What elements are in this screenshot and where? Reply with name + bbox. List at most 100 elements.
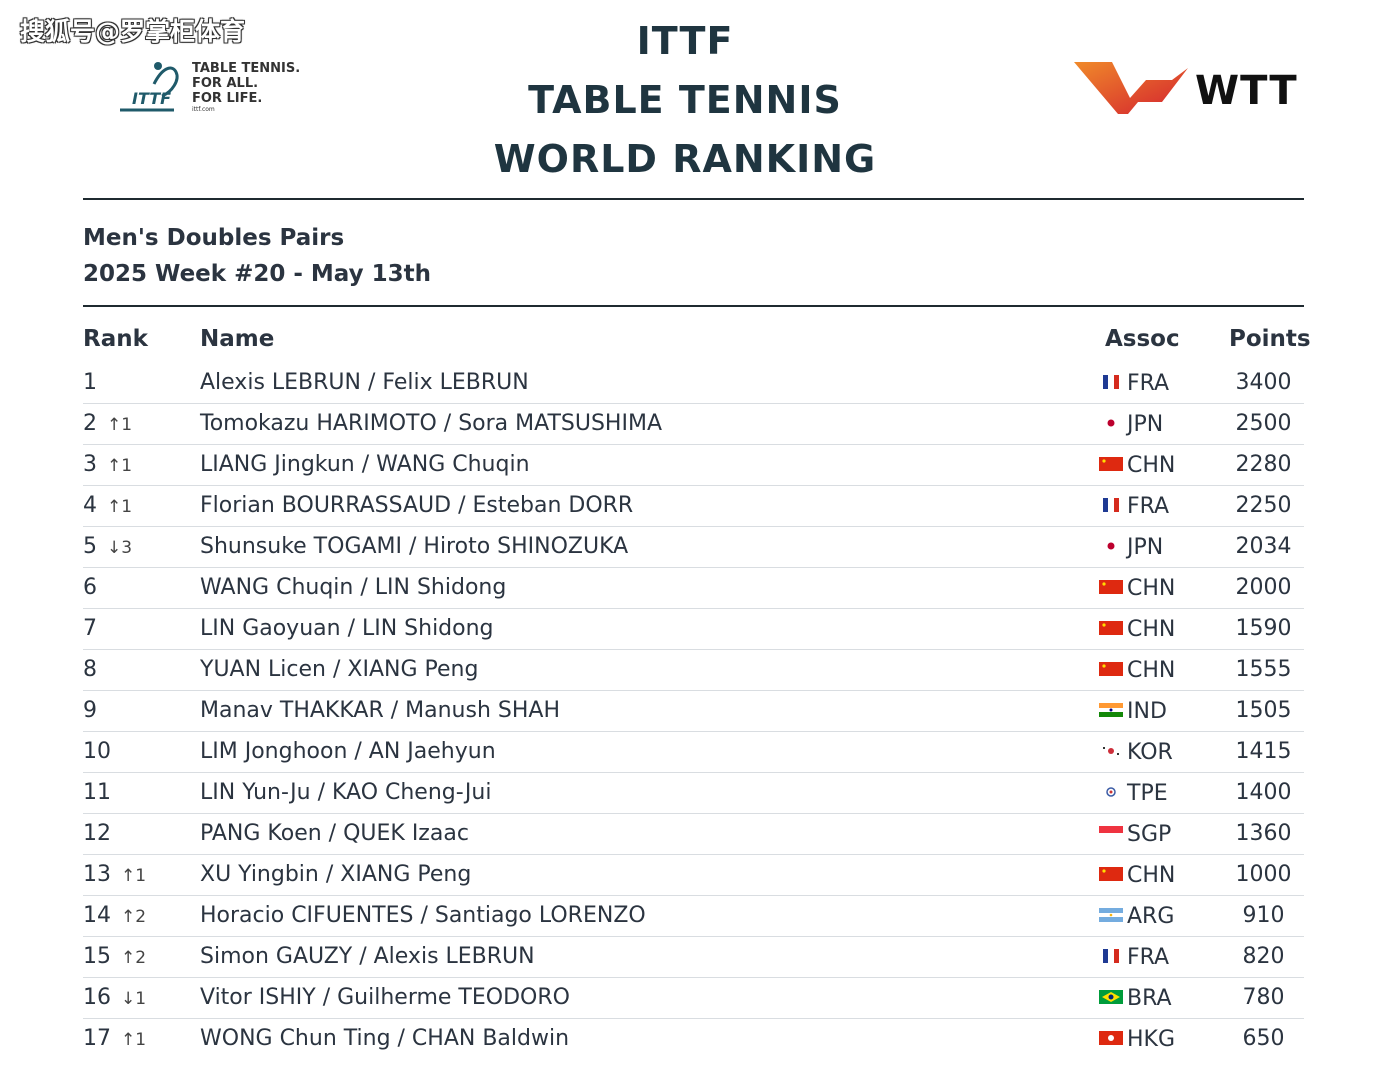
rank-cell: 17 ↑1 (83, 1026, 146, 1051)
points-value: 650 (1242, 1026, 1285, 1051)
subtitle-divider (83, 305, 1304, 307)
watermark: 搜狐号@罗掌柜体育 (20, 17, 246, 46)
pair-name: Horacio CIFUENTES / Santiago LORENZO (200, 903, 646, 928)
assoc-cell: KOR (1099, 739, 1195, 765)
assoc-cell: JPN (1099, 534, 1195, 560)
pair-name: LIANG Jingkun / WANG Chuqin (200, 452, 530, 477)
header-name: Name (200, 326, 275, 352)
rank-cell: 9 (83, 698, 107, 723)
assoc-cell: JPN (1099, 411, 1195, 437)
table-row: 16 ↓1 Vitor ISHIY / Guilherme TEODORO BRA 78… (83, 978, 1304, 1019)
assoc-code: SGP (1127, 822, 1172, 847)
jpn-flag-icon (1099, 411, 1123, 430)
table-row: 4 ↑1 Florian BOURRASSAUD / Esteban DORR FRA… (83, 486, 1304, 527)
bra-flag-icon (1099, 985, 1123, 1004)
points-value: 1000 (1235, 862, 1292, 887)
rank-value: 14 (83, 903, 111, 928)
page-title: ITTF TABLE TENNIS WORLD RANKING (440, 12, 930, 189)
pair-name: XU Yingbin / XIANG Peng (200, 862, 472, 887)
pair-name: Florian BOURRASSAUD / Esteban DORR (200, 493, 634, 518)
points-value: 820 (1242, 944, 1285, 969)
pair-name: Vitor ISHIY / Guilherme TEODORO (200, 985, 570, 1010)
assoc-code: CHN (1127, 863, 1176, 888)
table-row: 14 ↑2 Horacio CIFUENTES / Santiago LORENZO… (83, 896, 1304, 937)
rank-cell: 1 (83, 370, 107, 395)
kor-flag-icon (1099, 739, 1123, 758)
rank-value: 4 (83, 493, 97, 518)
pair-name: WONG Chun Ting / CHAN Baldwin (200, 1026, 570, 1051)
points-value: 780 (1242, 985, 1285, 1010)
assoc-cell: CHN (1099, 616, 1195, 642)
points-value: 2280 (1235, 452, 1292, 477)
pair-name: YUAN Licen / XIANG Peng (200, 657, 479, 682)
rank-cell: 7 (83, 616, 107, 641)
assoc-cell: FRA (1099, 944, 1195, 970)
chn-flag-icon (1099, 862, 1123, 881)
ittf-logo: ITTF TABLE TENNIS. FOR ALL. FOR LIFE. it… (118, 58, 328, 120)
pair-name: LIN Yun-Ju / KAO Cheng-Jui (200, 780, 492, 805)
points-value: 2034 (1235, 534, 1292, 559)
rank-cell: 12 (83, 821, 121, 846)
rank-cell: 4 ↑1 (83, 493, 132, 518)
points-value: 1415 (1235, 739, 1292, 764)
jpn-flag-icon (1099, 534, 1123, 553)
assoc-code: CHN (1127, 576, 1176, 601)
rank-cell: 10 (83, 739, 121, 764)
rank-value: 17 (83, 1026, 111, 1051)
rank-cell: 16 ↓1 (83, 985, 146, 1010)
fra-flag-icon (1099, 944, 1123, 963)
rank-cell: 5 ↓3 (83, 534, 132, 559)
rank-value: 8 (83, 657, 97, 682)
wtt-logo: WTT (1072, 58, 1312, 122)
rank-value: 3 (83, 452, 97, 477)
rank-value: 15 (83, 944, 111, 969)
assoc-code: IND (1127, 699, 1167, 724)
pair-name: PANG Koen / QUEK Izaac (200, 821, 469, 846)
header-assoc: Assoc (1105, 326, 1180, 352)
table-row: 8 YUAN Licen / XIANG Peng CHN 1555 (83, 650, 1304, 691)
rank-value: 2 (83, 411, 97, 436)
assoc-cell: CHN (1099, 452, 1195, 478)
rank-change: ↑1 (107, 497, 133, 517)
assoc-code: FRA (1127, 945, 1170, 970)
rank-value: 7 (83, 616, 97, 641)
header-rank: Rank (83, 326, 148, 352)
fra-flag-icon (1099, 493, 1123, 512)
sgp-flag-icon (1099, 821, 1123, 840)
rank-value: 6 (83, 575, 97, 600)
chn-flag-icon (1099, 657, 1123, 676)
table-row: 13 ↑1 XU Yingbin / XIANG Peng CHN 1000 (83, 855, 1304, 896)
table-row: 12 PANG Koen / QUEK Izaac SGP 1360 (83, 814, 1304, 855)
chn-flag-icon (1099, 452, 1123, 471)
assoc-cell: FRA (1099, 493, 1195, 519)
table-row: 11 LIN Yun-Ju / KAO Cheng-Jui TPE 1400 (83, 773, 1304, 814)
rank-value: 13 (83, 862, 111, 887)
table-row: 7 LIN Gaoyuan / LIN Shidong CHN 1590 (83, 609, 1304, 650)
assoc-code: FRA (1127, 371, 1170, 396)
chn-flag-icon (1099, 575, 1123, 594)
assoc-code: JPN (1127, 535, 1164, 560)
rank-value: 12 (83, 821, 111, 846)
rank-value: 9 (83, 698, 97, 723)
rank-change: ↓3 (107, 538, 133, 558)
ittf-slogan-line2: FOR ALL. (192, 76, 259, 91)
points-value: 1400 (1235, 780, 1292, 805)
ittf-url: ittf.com (192, 106, 215, 113)
wtt-wordmark: WTT (1195, 68, 1298, 114)
pair-name: Shunsuke TOGAMI / Hiroto SHINOZUKA (200, 534, 629, 559)
table-header: Rank Name Assoc Points (83, 322, 1311, 363)
points-value: 2000 (1235, 575, 1292, 600)
assoc-code: CHN (1127, 658, 1176, 683)
table-row: 17 ↑1 WONG Chun Ting / CHAN Baldwin HKG 650 (83, 1019, 1304, 1059)
assoc-cell: CHN (1099, 862, 1195, 888)
points-value: 910 (1242, 903, 1285, 928)
pair-name: LIM Jonghoon / AN Jaehyun (200, 739, 496, 764)
pair-name: Alexis LEBRUN / Felix LEBRUN (200, 370, 529, 395)
points-value: 1555 (1235, 657, 1292, 682)
table-body: 1 Alexis LEBRUN / Felix LEBRUN FRA 3400 2 ↑1 T… (83, 363, 1304, 1059)
assoc-cell: HKG (1099, 1026, 1195, 1052)
assoc-code: KOR (1127, 740, 1173, 765)
pair-name: LIN Gaoyuan / LIN Shidong (200, 616, 494, 641)
rank-cell: 13 ↑1 (83, 862, 146, 887)
points-value: 1505 (1235, 698, 1292, 723)
